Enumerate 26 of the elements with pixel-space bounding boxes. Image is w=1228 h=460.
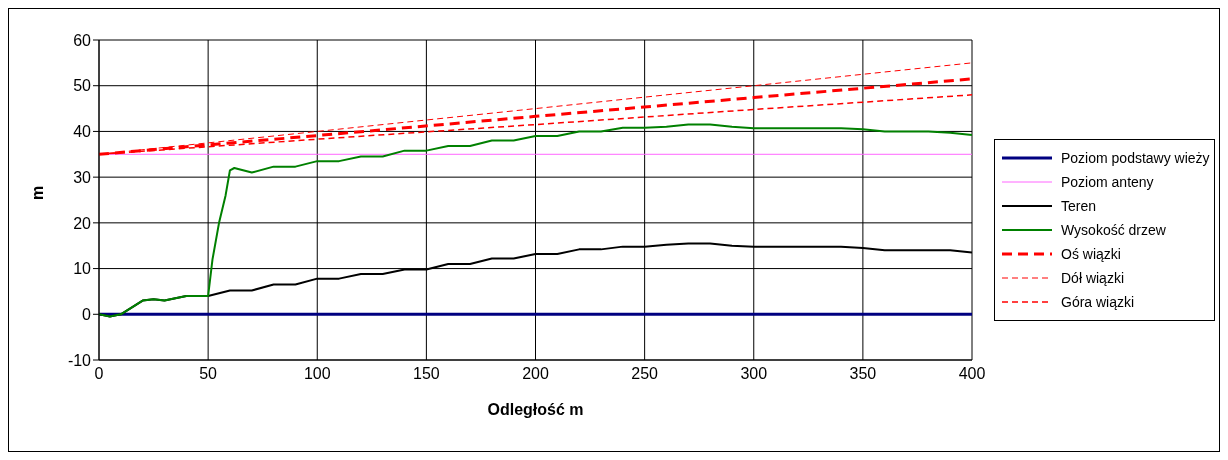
- x-tick-label: 200: [522, 365, 549, 383]
- x-tick-label: 150: [413, 365, 440, 383]
- y-tick-label: 60: [73, 31, 92, 49]
- x-axis-title: Odległość m: [487, 401, 584, 418]
- y-tick-label: 10: [73, 260, 92, 278]
- x-tick-label: 0: [94, 365, 104, 383]
- y-axis-title: m: [28, 185, 46, 200]
- x-tick-label: 250: [631, 365, 659, 383]
- y-tick-label: 20: [73, 214, 92, 232]
- legend-label: Teren: [1061, 198, 1097, 214]
- legend-label: Poziom podstawy wieży: [1061, 150, 1210, 166]
- x-tick-label: 100: [303, 365, 331, 383]
- x-tick-label: 350: [849, 365, 877, 383]
- legend-label: Dół wiązki: [1061, 270, 1125, 286]
- y-tick-label: 0: [82, 305, 92, 323]
- legend-label: Poziom anteny: [1061, 174, 1154, 190]
- x-tick-label: 300: [740, 365, 768, 383]
- x-tick-label: 50: [199, 365, 218, 383]
- y-tick-label: 40: [73, 123, 92, 141]
- y-tick-label: 50: [73, 77, 92, 95]
- y-tick-label: 30: [73, 168, 92, 186]
- x-tick-label: 400: [958, 365, 986, 383]
- legend-label: Oś wiązki: [1061, 246, 1121, 262]
- y-tick-label: -10: [67, 351, 92, 369]
- legend-label: Góra wiązki: [1061, 294, 1135, 310]
- legend-label: Wysokość drzew: [1061, 222, 1166, 238]
